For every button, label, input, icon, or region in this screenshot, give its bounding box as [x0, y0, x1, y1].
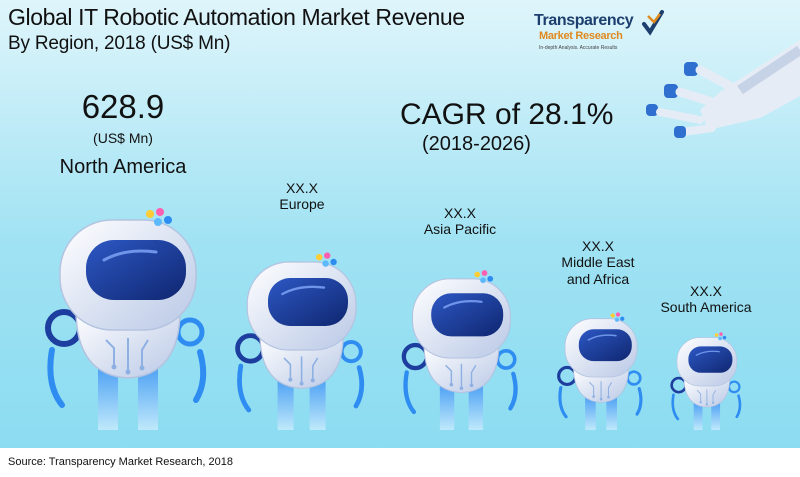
- checkmark-icon: [642, 10, 664, 36]
- publisher-logo: Transparency Market Research In-depth An…: [534, 10, 664, 72]
- region-name: North America: [59, 156, 187, 178]
- robot-mark-south-america: [670, 332, 742, 430]
- chart-title: Global IT Robotic Automation Market Reve…: [8, 4, 465, 30]
- region-name: South America: [660, 299, 752, 315]
- source-note: Source: Transparency Market Research, 20…: [8, 456, 234, 468]
- logo-name: Transparency: [534, 12, 634, 29]
- region-name: Asia Pacific: [423, 221, 497, 237]
- robot-mark-middle-east-and-africa: [557, 312, 643, 430]
- highlight-value: 628.9: [81, 88, 165, 125]
- logo-tagline: In-depth Analysis. Accurate Results: [539, 45, 618, 51]
- chart-subtitle: By Region, 2018 (US$ Mn): [8, 33, 231, 54]
- robot-mark-europe: [235, 252, 365, 430]
- region-name: Europe: [279, 196, 325, 212]
- cagr-period: (2018-2026): [422, 133, 531, 155]
- region-label-asia-pacific: XX.X Asia Pacific: [400, 205, 520, 238]
- region-label-middle-east-africa: XX.X Middle East and Africa: [538, 238, 658, 288]
- region-name-line1: Middle East: [561, 254, 635, 270]
- region-value: XX.X: [582, 238, 614, 254]
- cagr-text: CAGR of 28.1%: [400, 98, 614, 131]
- robot-mark-north-america: [45, 208, 207, 430]
- region-label-south-america: XX.X South America: [648, 283, 764, 316]
- region-label-north-america: North America: [48, 156, 198, 178]
- region-value: XX.X: [444, 205, 476, 221]
- logo-subname: Market Research: [539, 30, 623, 42]
- robot-hand-illustration: [646, 40, 800, 138]
- region-label-europe: XX.X Europe: [242, 180, 362, 213]
- robot-mark-asia-pacific: [401, 270, 518, 430]
- region-value: XX.X: [690, 283, 722, 299]
- highlight-unit: (US$ Mn): [93, 130, 153, 146]
- robot-bar-chart: [45, 40, 800, 430]
- region-value: XX.X: [286, 180, 318, 196]
- region-name-line2: and Africa: [566, 271, 630, 287]
